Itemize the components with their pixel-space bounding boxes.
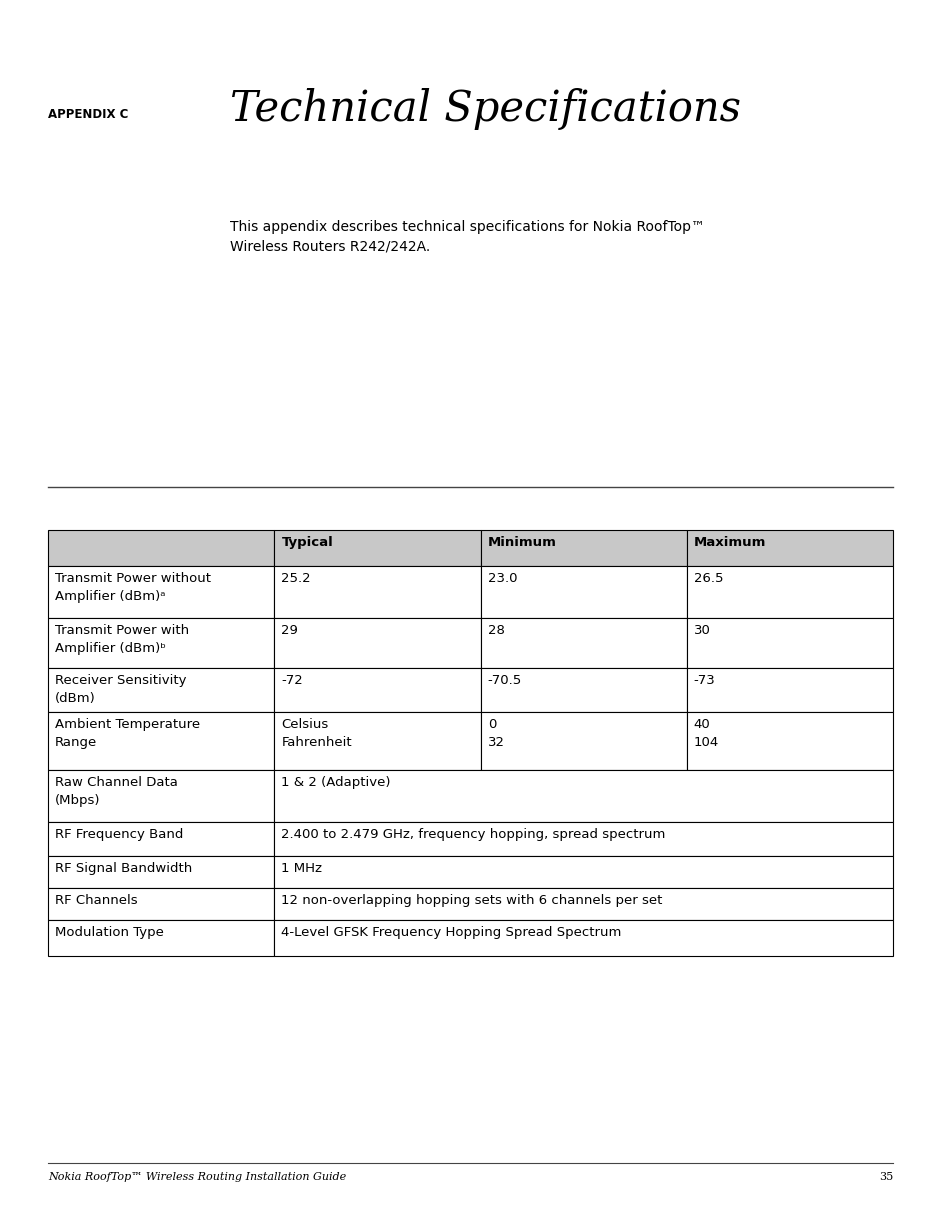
Bar xyxy=(48,618,275,668)
Text: Celsius
Fahrenheit: Celsius Fahrenheit xyxy=(281,718,352,748)
Text: Typical: Typical xyxy=(281,535,333,549)
Text: Wireless Routers R242/242A.: Wireless Routers R242/242A. xyxy=(230,240,430,254)
Text: 35: 35 xyxy=(879,1172,893,1182)
Bar xyxy=(48,566,275,618)
Bar xyxy=(687,668,893,712)
Text: Receiver Sensitivity
(dBm): Receiver Sensitivity (dBm) xyxy=(55,674,186,705)
Text: 23.0: 23.0 xyxy=(487,572,518,585)
Text: 29: 29 xyxy=(281,624,298,636)
Text: Ambient Temperature
Range: Ambient Temperature Range xyxy=(55,718,200,748)
Text: 1 MHz: 1 MHz xyxy=(281,862,323,875)
Text: Maximum: Maximum xyxy=(694,535,766,549)
Text: Transmit Power without
Amplifier (dBm)ᵃ: Transmit Power without Amplifier (dBm)ᵃ xyxy=(55,572,211,602)
Bar xyxy=(48,856,275,888)
Bar xyxy=(481,668,687,712)
Bar xyxy=(275,888,893,920)
Text: Nokia RoofTop™ Wireless Routing Installation Guide: Nokia RoofTop™ Wireless Routing Installa… xyxy=(48,1172,346,1182)
Text: Technical Specifications: Technical Specifications xyxy=(230,88,741,130)
Text: 0
32: 0 32 xyxy=(487,718,504,748)
Bar xyxy=(48,712,275,770)
Bar xyxy=(275,668,481,712)
Bar xyxy=(687,712,893,770)
Bar xyxy=(275,856,893,888)
Text: 1 & 2 (Adaptive): 1 & 2 (Adaptive) xyxy=(281,776,391,789)
Text: 4-Level GFSK Frequency Hopping Spread Spectrum: 4-Level GFSK Frequency Hopping Spread Sp… xyxy=(281,926,622,940)
Bar xyxy=(481,566,687,618)
Bar xyxy=(275,566,481,618)
Bar xyxy=(275,618,481,668)
Text: -73: -73 xyxy=(694,674,715,688)
Text: Raw Channel Data
(Mbps): Raw Channel Data (Mbps) xyxy=(55,776,178,807)
Text: 25.2: 25.2 xyxy=(281,572,311,585)
Text: RF Channels: RF Channels xyxy=(55,894,137,907)
Text: 28: 28 xyxy=(487,624,504,636)
Bar xyxy=(687,566,893,618)
Bar xyxy=(48,821,275,856)
Bar xyxy=(481,618,687,668)
Bar xyxy=(48,529,275,566)
Text: This appendix describes technical specifications for Nokia RoofTop™: This appendix describes technical specif… xyxy=(230,220,705,234)
Text: 2.400 to 2.479 GHz, frequency hopping, spread spectrum: 2.400 to 2.479 GHz, frequency hopping, s… xyxy=(281,828,666,841)
Bar xyxy=(687,618,893,668)
Bar xyxy=(48,668,275,712)
Bar xyxy=(687,529,893,566)
Text: -72: -72 xyxy=(281,674,303,688)
Text: -70.5: -70.5 xyxy=(487,674,522,688)
Bar xyxy=(275,920,893,957)
Text: Minimum: Minimum xyxy=(487,535,556,549)
Text: 40
104: 40 104 xyxy=(694,718,719,748)
Bar xyxy=(275,712,481,770)
Bar xyxy=(481,712,687,770)
Bar xyxy=(48,920,275,957)
Text: 30: 30 xyxy=(694,624,710,636)
Text: RF Frequency Band: RF Frequency Band xyxy=(55,828,183,841)
Text: Transmit Power with
Amplifier (dBm)ᵇ: Transmit Power with Amplifier (dBm)ᵇ xyxy=(55,624,189,655)
Bar xyxy=(275,529,481,566)
Text: 12 non-overlapping hopping sets with 6 channels per set: 12 non-overlapping hopping sets with 6 c… xyxy=(281,894,662,907)
Text: RF Signal Bandwidth: RF Signal Bandwidth xyxy=(55,862,192,875)
Bar xyxy=(48,770,275,821)
Bar xyxy=(275,821,893,856)
Bar xyxy=(481,529,687,566)
Text: APPENDIX C: APPENDIX C xyxy=(48,108,128,120)
Text: 26.5: 26.5 xyxy=(694,572,724,585)
Bar xyxy=(48,888,275,920)
Bar xyxy=(275,770,893,821)
Text: Modulation Type: Modulation Type xyxy=(55,926,164,940)
